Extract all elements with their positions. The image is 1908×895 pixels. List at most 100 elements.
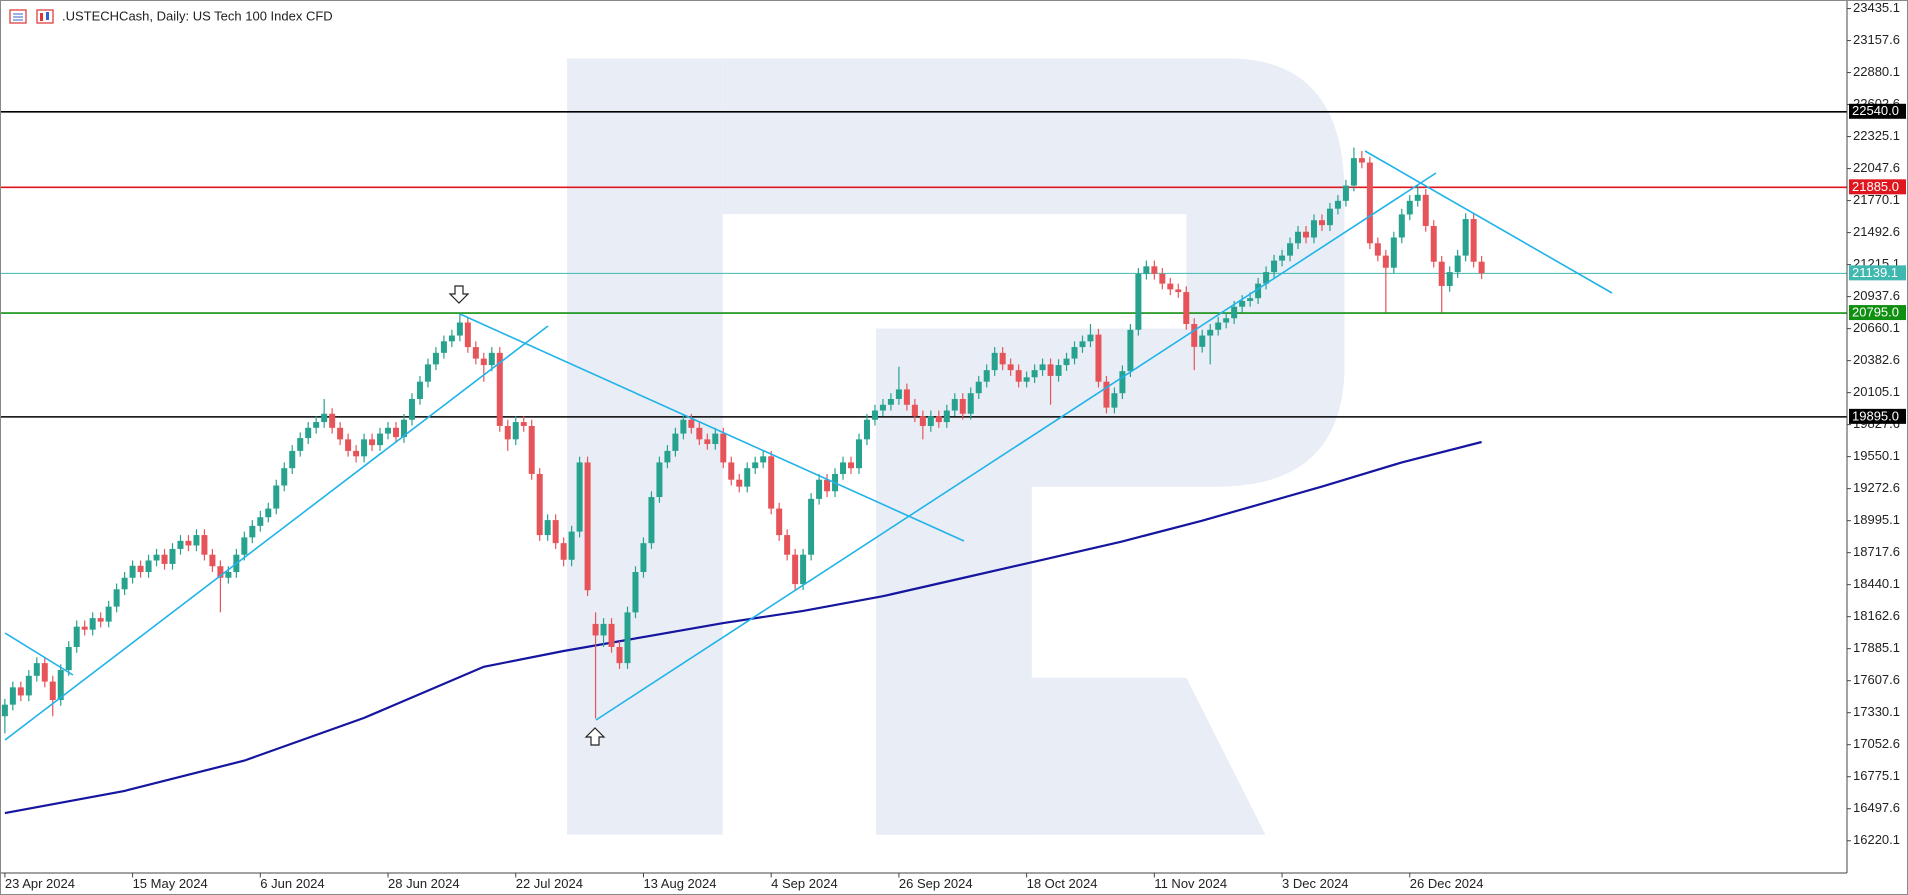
y-tick-label: 18162.6	[1853, 608, 1900, 623]
y-tick-label: 20105.1	[1853, 384, 1900, 399]
level-label-box	[1849, 265, 1906, 281]
candle-body	[353, 450, 360, 457]
candle-body	[728, 462, 735, 480]
candle-body	[648, 497, 655, 544]
candle-body	[768, 456, 775, 509]
level-label: 21885.0	[1852, 179, 1899, 194]
candle-body	[560, 543, 567, 560]
candle-body	[951, 398, 958, 411]
candle-body	[760, 456, 767, 463]
level-label-box	[1849, 408, 1906, 424]
candle-body	[616, 646, 623, 664]
price-axis-panel	[1847, 0, 1908, 895]
y-tick-label: 17607.6	[1853, 672, 1900, 687]
y-tick-label: 21492.6	[1853, 224, 1900, 239]
candle-body	[1143, 266, 1150, 274]
candle-body	[1031, 370, 1038, 378]
chart-title: .USTECHCash, Daily: US Tech 100 Index CF…	[62, 8, 333, 23]
arrows	[448, 285, 606, 746]
candle-body	[863, 419, 870, 440]
candle-body	[1039, 364, 1046, 371]
candle-body	[1191, 324, 1198, 347]
candle-body	[752, 462, 759, 469]
y-tick-label: 18440.1	[1853, 576, 1900, 591]
candle-body	[640, 543, 647, 573]
candle-body	[808, 498, 815, 555]
candle-body	[1111, 393, 1118, 408]
candle-body	[97, 618, 104, 622]
candle-body	[1255, 283, 1262, 299]
x-tick-label: 4 Sep 2024	[771, 876, 838, 891]
candle-body	[552, 520, 559, 544]
x-tick-label: 18 Oct 2024	[1027, 876, 1098, 891]
x-tick-label: 11 Nov 2024	[1154, 876, 1227, 891]
candle-body	[1287, 243, 1294, 256]
moving-average	[4, 440, 1482, 815]
candle-body	[193, 535, 200, 546]
candle-body	[185, 540, 192, 546]
candle-body	[1318, 220, 1325, 226]
candle-body	[983, 370, 990, 382]
candle-body	[1023, 377, 1030, 382]
candle-body	[1159, 273, 1166, 284]
y-tick-label: 16775.1	[1853, 768, 1900, 783]
candle-body	[855, 439, 862, 469]
y-tick-label: 23435.1	[1853, 0, 1900, 15]
candle-body	[935, 416, 942, 423]
y-tick-label: 22047.6	[1853, 160, 1900, 175]
candle-body	[1438, 261, 1445, 286]
candle-body	[25, 675, 32, 696]
candle-body	[1047, 364, 1054, 376]
candle-body	[265, 508, 272, 518]
candle-body	[712, 433, 719, 444]
candle-body	[720, 433, 727, 463]
candle-body	[544, 520, 551, 536]
candle-body	[1422, 194, 1429, 226]
candle-body	[1247, 298, 1254, 301]
candle-body	[1263, 272, 1270, 284]
y-tick-label: 22880.1	[1853, 64, 1900, 79]
candle-body	[1390, 237, 1397, 268]
candle-body	[49, 681, 56, 701]
level-label: 20795.0	[1852, 304, 1899, 319]
x-tick-label: 15 May 2024	[133, 876, 208, 891]
candle-body	[1478, 261, 1485, 274]
candle-body	[9, 687, 16, 705]
candle-body	[1342, 185, 1349, 201]
candle-body	[895, 389, 902, 399]
candle-body	[440, 341, 447, 353]
candle-body	[736, 479, 743, 487]
candle-body	[1326, 208, 1333, 226]
y-tick-label: 21770.1	[1853, 192, 1900, 207]
candle-body	[496, 352, 503, 426]
candle-body	[345, 439, 352, 451]
candle-body	[1007, 364, 1014, 371]
candle-body	[1303, 231, 1310, 238]
candle-body	[1087, 334, 1094, 342]
candle-body	[512, 422, 519, 440]
candle-body	[33, 663, 40, 676]
candle-body	[959, 398, 966, 414]
candle-body	[129, 565, 136, 578]
candle-body	[919, 416, 926, 426]
candle-body	[887, 398, 894, 405]
candle-body	[1079, 341, 1086, 348]
y-tick-label: 20382.6	[1853, 352, 1900, 367]
candle-body	[1462, 219, 1469, 256]
candle-body	[520, 422, 527, 426]
candle-body	[696, 427, 703, 440]
candle-body	[1151, 266, 1158, 274]
candle-body	[1382, 255, 1389, 268]
x-tick-label: 6 Jun 2024	[260, 876, 324, 891]
candle-body	[472, 347, 479, 359]
y-tick-label: 22325.1	[1853, 128, 1900, 143]
candle-body	[369, 439, 376, 446]
y-tick-label: 23157.6	[1853, 32, 1900, 47]
y-tick-label: 20937.6	[1853, 288, 1900, 303]
candle-body	[1398, 214, 1405, 238]
candle-body	[536, 473, 543, 536]
candle-body	[504, 425, 511, 440]
candle-body	[105, 606, 112, 622]
candle-body	[209, 554, 216, 567]
candle-body	[1183, 292, 1190, 325]
